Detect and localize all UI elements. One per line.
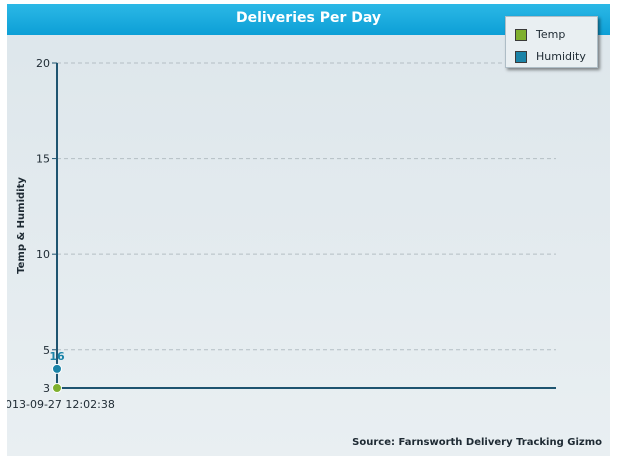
y-tick-label-3: 3 bbox=[43, 382, 50, 395]
point-temp-0 bbox=[52, 383, 62, 393]
y-tick-label-5: 5 bbox=[43, 344, 50, 357]
legend-swatch-temp bbox=[515, 29, 527, 41]
y-tick-label-20: 20 bbox=[36, 57, 50, 70]
y-axis-title: Temp & Humidity bbox=[16, 177, 27, 274]
legend-label-temp: Temp bbox=[536, 28, 566, 41]
y-tick-label-10: 10 bbox=[36, 248, 50, 261]
x-tick-label: 013-09-27 12:02:38 bbox=[7, 398, 115, 411]
point-humidity-0 bbox=[52, 363, 62, 374]
data-label-0: 16 bbox=[49, 350, 65, 363]
legend-label-humidity: Humidity bbox=[536, 50, 586, 63]
chart-legend[interactable]: Temp Humidity bbox=[505, 16, 598, 68]
chart-frame: Deliveries Per Day 20 15 10 5 3 Temp & Humidi… bbox=[7, 4, 610, 456]
chart-source: Source: Farnsworth Delivery Tracking Giz… bbox=[352, 437, 602, 448]
chart-plot: 20 15 10 5 3 Temp & Humidity 013-09-27 12:02:3… bbox=[7, 57, 556, 411]
chart-title: Deliveries Per Day bbox=[235, 10, 382, 26]
legend-swatch-humidity bbox=[515, 51, 527, 63]
y-tick-label-15: 15 bbox=[36, 153, 50, 166]
